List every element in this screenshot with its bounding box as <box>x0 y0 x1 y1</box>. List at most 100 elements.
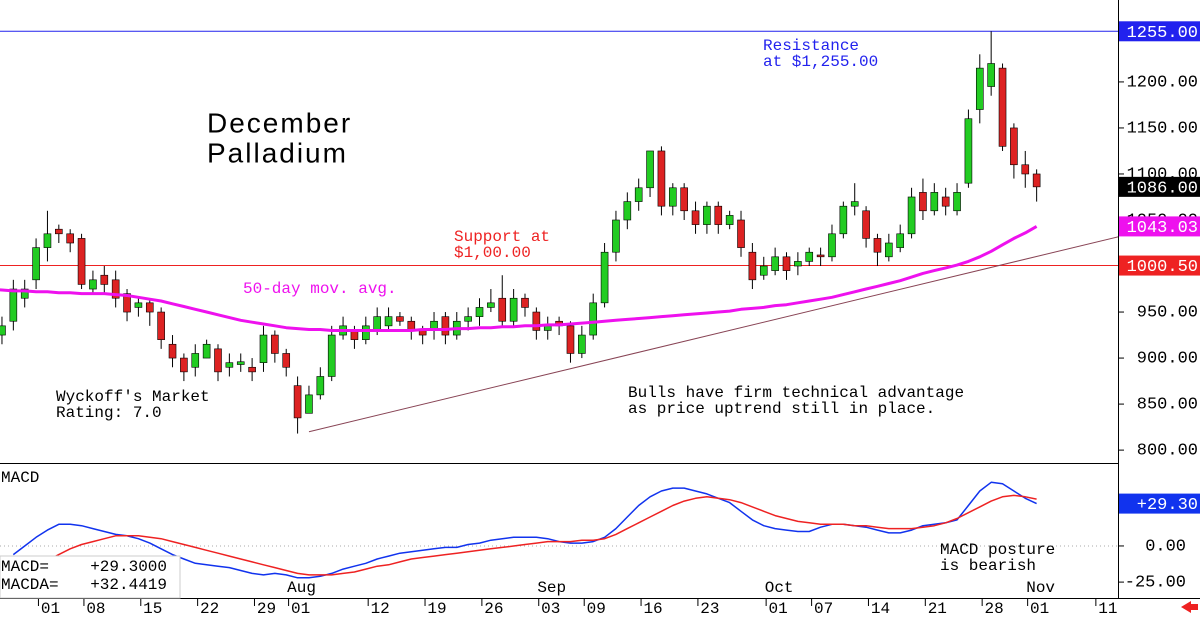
ma-label-bg <box>1119 216 1200 237</box>
candle-body <box>271 334 279 354</box>
candle-body <box>305 394 313 414</box>
candle-body <box>600 251 609 304</box>
y-tick-label: 0.00 <box>1145 537 1186 556</box>
candle-body <box>396 316 404 322</box>
candle-body <box>578 334 586 354</box>
candle-body <box>225 362 234 368</box>
legend-name: MACDA= <box>1 576 59 594</box>
last-price-label: 1086.00 <box>1127 179 1198 198</box>
candle-body <box>623 201 632 221</box>
candle-body <box>521 297 529 308</box>
x-tick-label: 01 <box>769 600 788 617</box>
annotation: Wyckoff's Market <box>56 388 210 406</box>
month-label: Sep <box>537 579 566 597</box>
candle-body <box>475 307 484 317</box>
candle-body <box>464 316 472 322</box>
candle-body <box>737 219 745 248</box>
x-tick-label: 01 <box>291 600 310 617</box>
x-tick-label: 29 <box>257 600 276 617</box>
candle-body <box>362 325 370 340</box>
candle-body <box>157 311 165 340</box>
y-tick-label: 950.00 <box>1137 304 1198 323</box>
candle-body <box>885 242 893 258</box>
x-tick-label: 14 <box>871 600 890 617</box>
candle-body <box>89 279 97 290</box>
series-line <box>12 481 1037 579</box>
candle-body <box>771 256 779 271</box>
candle-body <box>919 192 927 212</box>
y-tick-label: -25.00 <box>1125 574 1186 593</box>
candle-body <box>953 192 961 212</box>
last-price-label-bg <box>1119 176 1200 197</box>
x-tick-label: 08 <box>86 600 105 617</box>
candle-body <box>646 150 654 189</box>
y-tick-label: 1150.00 <box>1127 119 1198 138</box>
candle-body <box>55 228 63 235</box>
series-layer <box>0 30 1118 579</box>
x-tick-label: 01 <box>1030 600 1049 617</box>
candle-body <box>0 325 6 336</box>
x-tick-label: 03 <box>541 600 560 617</box>
panel-title: MACD <box>1 469 39 487</box>
candle-body <box>1010 127 1018 166</box>
month-label: Nov <box>1026 579 1055 597</box>
candle-body <box>998 67 1007 147</box>
candle-body <box>828 233 836 258</box>
candle-body <box>668 187 677 207</box>
x-tick-label: 26 <box>484 600 503 617</box>
candle-body <box>862 210 870 239</box>
candle-body <box>373 316 381 331</box>
candle-body <box>725 215 734 225</box>
x-tick-label: 11 <box>1098 600 1117 617</box>
x-tick-label: 21 <box>928 600 947 617</box>
candle-body <box>873 238 882 253</box>
candle-body <box>134 302 143 308</box>
candle-body <box>168 343 177 359</box>
annotation: Rating: 7.0 <box>56 404 162 422</box>
candle-body <box>805 251 814 262</box>
candle-body <box>566 325 575 354</box>
candle-body <box>123 293 131 313</box>
candle-body <box>589 302 598 336</box>
x-tick-label: 01 <box>41 600 60 617</box>
series-label: 50-day mov. avg. <box>243 280 397 298</box>
y-tick-label: 1200.00 <box>1127 73 1198 92</box>
candle-body <box>487 302 495 308</box>
overlay <box>1181 601 1198 613</box>
x-tick-label: 22 <box>200 600 219 617</box>
candle-body <box>282 353 291 368</box>
y-tick-label: 800.00 <box>1137 442 1198 461</box>
candle-body <box>703 205 711 225</box>
level-label-bg <box>1119 255 1200 276</box>
legend-name: MACD= <box>1 558 49 576</box>
candle-body <box>32 247 40 281</box>
candle-body <box>964 118 973 184</box>
scroll-arrow[interactable] <box>1181 601 1198 613</box>
annotation: Bulls have firm technical advantage <box>628 384 964 402</box>
candle-body <box>907 196 916 235</box>
candle-body <box>384 316 393 327</box>
candle-body <box>441 316 450 336</box>
candle-body <box>691 210 700 225</box>
candle-body <box>498 297 507 322</box>
month-label: Aug <box>287 579 316 597</box>
chart-title: December <box>207 107 352 138</box>
candle-body <box>896 233 905 248</box>
candle-body <box>941 196 950 207</box>
candle-body <box>259 334 268 363</box>
candle-body <box>509 297 518 322</box>
x-tick-label: 12 <box>371 600 390 617</box>
candle-body <box>680 187 688 212</box>
legend-box <box>0 555 181 599</box>
level-annotation: Resistance <box>763 37 859 55</box>
candle-body <box>327 334 336 377</box>
candle-body <box>850 201 859 207</box>
candle-body <box>759 265 768 276</box>
series-line <box>0 225 1038 332</box>
annotation: MACD posture <box>940 541 1055 559</box>
candle-body <box>816 254 825 258</box>
level-label: 1255.00 <box>1127 24 1198 43</box>
candle-body <box>214 348 222 373</box>
